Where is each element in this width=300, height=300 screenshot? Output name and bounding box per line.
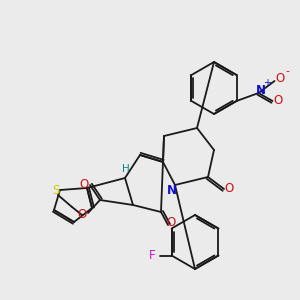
Text: -: - (286, 66, 289, 76)
Text: N: N (167, 184, 177, 197)
Text: O: O (275, 71, 284, 85)
Text: S: S (52, 184, 60, 196)
Text: O: O (80, 178, 88, 191)
Text: N: N (256, 83, 266, 97)
Text: +: + (263, 78, 272, 88)
Text: O: O (273, 94, 282, 107)
Text: O: O (167, 215, 176, 229)
Text: H: H (122, 164, 130, 174)
Text: O: O (77, 208, 87, 221)
Text: F: F (149, 249, 156, 262)
Text: O: O (224, 182, 234, 196)
